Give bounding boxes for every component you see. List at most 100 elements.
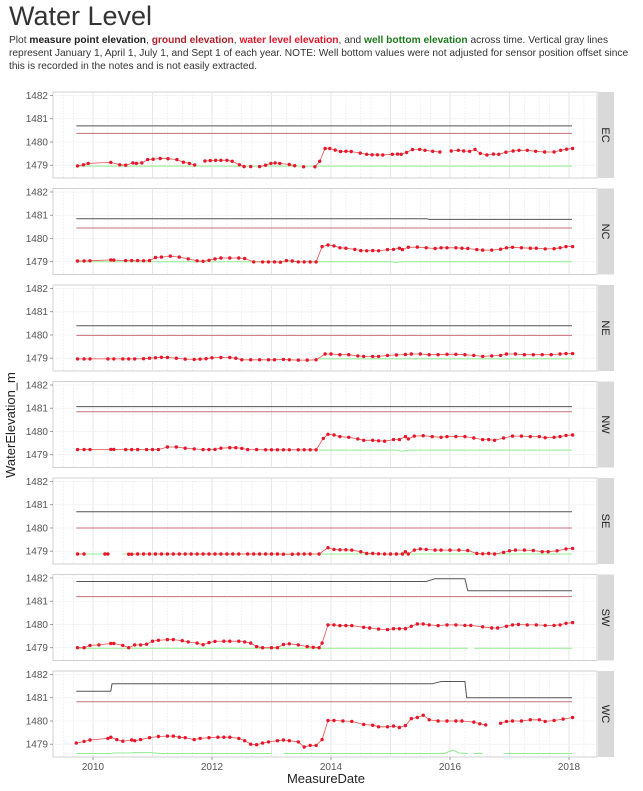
water-level-point [249,164,253,169]
water-level-point [391,724,396,728]
water-level-point [82,259,86,263]
water-level-point [362,438,366,442]
water-level-point [558,434,562,439]
water-level-point [198,357,202,361]
water-level-point [121,357,125,361]
water-level-point [88,738,92,742]
water-level-point [552,150,556,154]
water-level-point [534,623,538,627]
water-level-point [546,550,550,554]
water-level-point [510,623,515,627]
facet-label: NW [599,415,611,434]
page-title: Water Level [9,1,153,31]
water-level-point [252,552,256,556]
x-tick-label: 2014 [320,762,343,773]
water-level-point [263,552,268,556]
water-level-point [222,735,226,739]
water-level-point [421,622,425,626]
water-level-point [287,162,291,167]
water-level-point [423,148,427,152]
water-level-point [130,552,134,556]
water-level-point [228,446,232,450]
water-level-point [109,641,113,646]
water-level-point [403,550,408,554]
water-level-point [75,357,80,361]
water-level-point [263,448,268,452]
water-level-point [195,552,199,556]
water-level-point [141,357,146,361]
water-level-point [213,158,218,162]
water-level-point [314,358,318,362]
water-level-point [278,260,283,264]
water-level-point [234,446,238,450]
y-tick-label: 1481 [26,500,49,511]
water-level-point [397,725,402,730]
water-level-point [82,646,86,650]
water-level-point [404,150,409,155]
water-level-point [365,152,369,156]
water-level-point [135,552,140,556]
y-tick-label: 1479 [26,643,49,654]
water-level-point [281,357,286,362]
water-level-point [498,721,503,725]
water-level-point [403,352,408,357]
water-level-point [326,243,330,247]
water-level-point [207,258,211,262]
panel-nc: 1479 1480 1481 1482 NC [26,187,614,275]
water-level-point [564,244,568,249]
water-level-point [431,149,435,153]
water-level-point [344,246,348,250]
water-level-point [365,551,369,556]
water-level-point [406,552,410,556]
water-level-point [460,246,464,250]
water-level-point [564,147,569,151]
facet-label: EC [599,127,611,142]
water-level-point [240,358,244,362]
water-level-point [112,447,116,452]
water-level-point [439,435,443,439]
water-level-point [570,433,575,437]
water-level-point [74,741,79,745]
water-level-point [228,256,232,260]
water-level-point [436,353,440,357]
water-level-point [177,552,181,556]
legend-ground: ground elevation [151,35,234,46]
facet-label: NE [599,320,611,335]
facet-strip [598,92,614,178]
water-level-point [504,246,509,250]
water-level-point [219,158,223,162]
water-level-point [296,358,300,362]
water-level-point [118,163,122,167]
water-level-point [344,623,348,628]
water-level-point [561,717,565,721]
water-level-point [193,163,197,167]
water-level-point [543,719,547,724]
y-tick-label: 1481 [26,114,49,125]
water-level-point [141,552,146,556]
water-level-point [341,719,345,723]
water-level-point [397,437,402,442]
y-tick-label: 1482 [26,91,49,102]
water-level-point [326,546,330,550]
water-level-point [207,447,211,452]
panel-nw: 1479 1480 1481 1482 NW [26,380,614,468]
water-level-point [463,353,467,357]
water-level-point [296,643,300,647]
y-tick-label: 1479 [26,740,49,751]
water-level-point [540,550,544,554]
water-level-point [481,248,485,252]
water-level-point [487,551,491,556]
water-level-point [543,436,547,440]
water-level-point [174,356,178,360]
water-level-point [287,448,291,452]
water-level-point [362,625,366,629]
water-level-point [171,637,175,642]
water-level-point [293,164,297,168]
water-level-point [510,434,515,438]
water-level-point [332,433,336,437]
water-level-point [216,735,220,739]
water-level-point [462,149,466,153]
water-level-point [504,624,509,628]
water-level-point [438,150,442,154]
water-level-point [522,353,527,357]
